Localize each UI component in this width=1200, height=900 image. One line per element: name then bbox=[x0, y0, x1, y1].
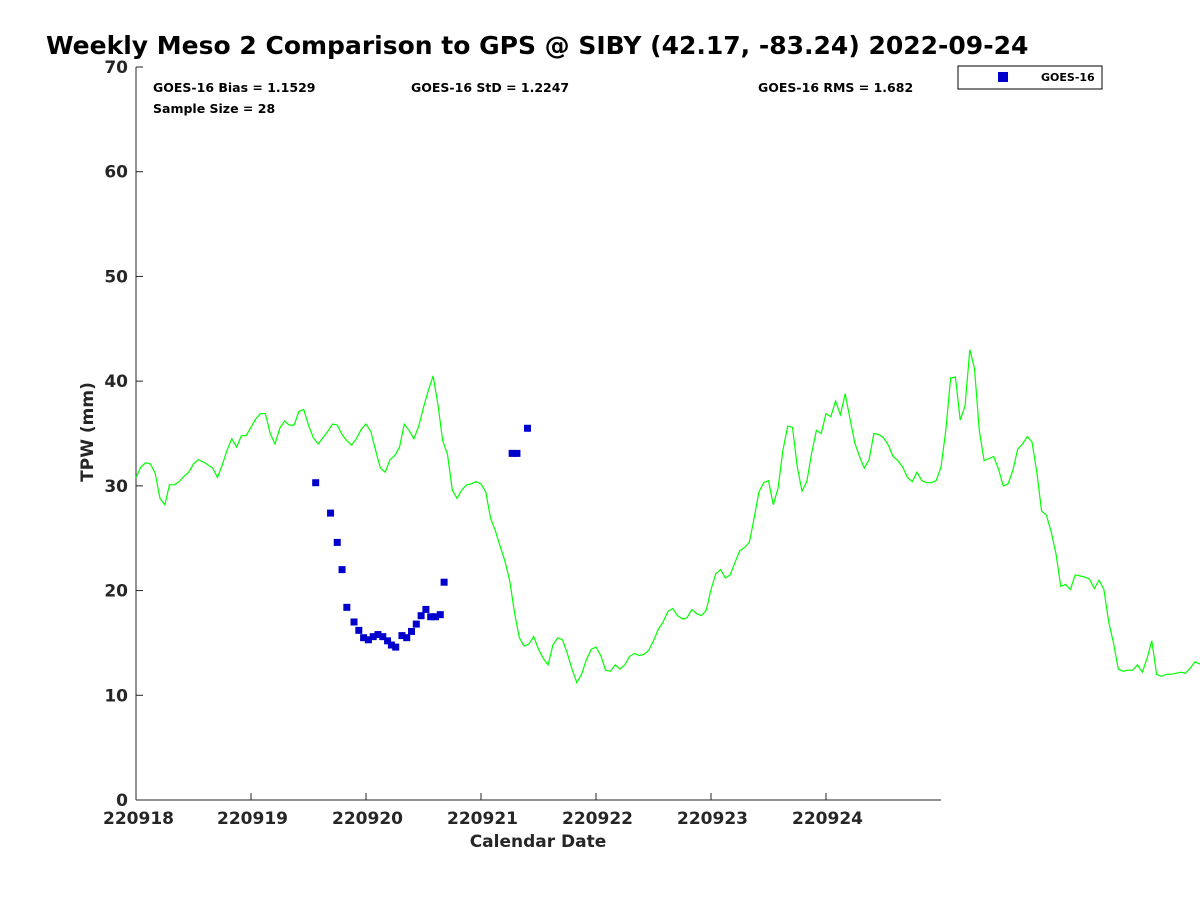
legend-marker bbox=[998, 72, 1008, 82]
goes-point bbox=[408, 627, 416, 635]
goes-point bbox=[427, 613, 435, 621]
goes-point bbox=[379, 633, 387, 641]
goes-point bbox=[355, 626, 363, 634]
x-tick-label: 220920 bbox=[332, 809, 403, 829]
plot-area bbox=[135, 349, 1200, 685]
goes-point bbox=[398, 632, 406, 640]
goes-point bbox=[392, 643, 400, 651]
goes-point bbox=[369, 633, 377, 641]
goes-point bbox=[350, 618, 358, 626]
goes-point bbox=[312, 479, 320, 487]
sample-size-stat: Sample Size = 28 bbox=[153, 101, 275, 116]
y-tick-label: 30 bbox=[104, 477, 128, 497]
axes: 0 10 20 30 40 50 60 70 220918 220919 220920 220921 2… bbox=[103, 58, 941, 829]
y-tick-label: 40 bbox=[104, 372, 128, 392]
y-tick-label: 10 bbox=[104, 686, 128, 706]
goes-point bbox=[412, 620, 420, 628]
goes-point bbox=[387, 641, 395, 649]
gps-tpw-line bbox=[135, 349, 1200, 685]
y-axis-label: TPW (mm) bbox=[78, 382, 98, 482]
legend-label-goes: GOES-16 bbox=[1041, 71, 1095, 84]
goes-point bbox=[431, 613, 439, 621]
goes-point bbox=[327, 509, 335, 517]
x-tick-label: 220919 bbox=[217, 809, 288, 829]
goes-point bbox=[403, 634, 411, 642]
bias-stat: GOES-16 Bias = 1.1529 bbox=[153, 80, 315, 95]
goes-point bbox=[417, 612, 425, 620]
x-tick-label: 220923 bbox=[677, 809, 748, 829]
y-tick-label: 50 bbox=[104, 267, 128, 287]
goes-point bbox=[523, 424, 531, 432]
x-tick-label: 220921 bbox=[447, 809, 518, 829]
legend: GOES-16 bbox=[957, 65, 1103, 90]
goes-point bbox=[436, 611, 444, 619]
goes-points bbox=[312, 424, 531, 651]
y-tick-label: 60 bbox=[104, 163, 128, 183]
legend-box bbox=[957, 65, 1103, 90]
goes-point bbox=[508, 449, 516, 457]
y-tick-label: 70 bbox=[104, 58, 128, 78]
x-axis-label: Calendar Date bbox=[470, 832, 607, 852]
goes-point bbox=[343, 603, 351, 611]
goes-point bbox=[338, 566, 346, 574]
goes-point bbox=[360, 634, 368, 642]
x-tick-label: 220918 bbox=[103, 809, 174, 829]
goes-point bbox=[374, 631, 382, 639]
goes-point bbox=[422, 605, 430, 613]
y-tick-label: 20 bbox=[104, 582, 128, 602]
goes-point bbox=[513, 449, 521, 457]
y-tick-label: 0 bbox=[116, 791, 128, 811]
x-tick-label: 220924 bbox=[792, 809, 863, 829]
std-stat: GOES-16 StD = 1.2247 bbox=[411, 80, 569, 95]
goes-point bbox=[364, 636, 372, 644]
goes-point bbox=[440, 578, 448, 586]
goes-point bbox=[384, 637, 392, 645]
goes-point bbox=[333, 538, 341, 546]
rms-stat: GOES-16 RMS = 1.682 bbox=[758, 80, 913, 95]
chart-title: Weekly Meso 2 Comparison to GPS @ SIBY (… bbox=[46, 31, 1028, 60]
x-tick-label: 220922 bbox=[562, 809, 633, 829]
